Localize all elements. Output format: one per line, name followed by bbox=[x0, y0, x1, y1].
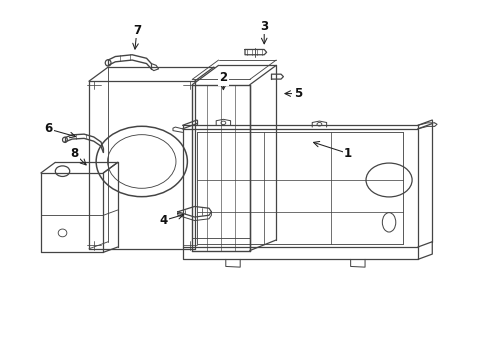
Text: 8: 8 bbox=[71, 147, 79, 160]
Text: 6: 6 bbox=[44, 122, 52, 135]
Text: 1: 1 bbox=[344, 147, 352, 160]
Text: 7: 7 bbox=[133, 23, 141, 37]
Text: 4: 4 bbox=[159, 214, 168, 227]
Text: 5: 5 bbox=[294, 87, 302, 100]
Text: 2: 2 bbox=[220, 71, 227, 84]
Text: 3: 3 bbox=[260, 20, 268, 33]
